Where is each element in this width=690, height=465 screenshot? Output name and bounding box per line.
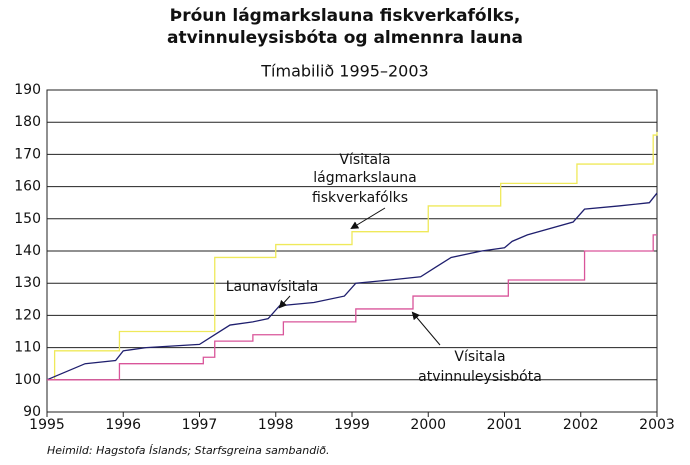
chart-title: Þróun lágmarkslauna fiskverkafólks, xyxy=(170,6,521,26)
chart-title: atvinnuleysisbóta og almennra launa xyxy=(167,28,523,48)
y-tick-label: 90 xyxy=(23,404,41,420)
y-tick-label: 100 xyxy=(14,372,41,388)
line xyxy=(47,234,657,381)
annotation: atvinnuleysisbóta xyxy=(418,369,542,385)
arrow xyxy=(278,295,291,309)
y-tick-label: 120 xyxy=(14,307,41,323)
x-tick-label: 2002 xyxy=(563,417,599,433)
y-tick-label: 190 xyxy=(14,82,41,98)
y-tick-label: 140 xyxy=(14,243,41,259)
y-tick-label: 170 xyxy=(14,146,41,162)
x-tick-label: 1996 xyxy=(105,417,141,433)
annotation: Vísitala xyxy=(339,152,390,168)
x-tick-label: 2001 xyxy=(487,417,523,433)
line xyxy=(47,131,658,381)
annotation: fiskverkafólks xyxy=(312,190,408,206)
y-tick-label: 150 xyxy=(14,211,41,227)
x-tick-label: 1997 xyxy=(182,417,218,433)
arrow xyxy=(350,207,386,230)
y-tick-label: 110 xyxy=(14,340,41,356)
y-tick-label: 160 xyxy=(14,179,41,195)
annotation: Launavísitala xyxy=(226,279,319,295)
source: Heimild: Hagstofa Íslands; Starfsgreina … xyxy=(47,444,330,457)
x-tick-label: 2003 xyxy=(639,417,675,433)
chart-subtitle: Tímabilið 1995–2003 xyxy=(260,62,428,81)
annotation: lágmarkslauna xyxy=(313,170,417,186)
y-tick-label: 130 xyxy=(14,275,41,291)
annotation: Vísitala xyxy=(454,349,505,365)
arrow xyxy=(411,311,441,346)
x-tick-label: 1999 xyxy=(334,417,370,433)
line xyxy=(46,192,658,381)
x-tick-label: 1995 xyxy=(29,417,65,433)
x-tick-label: 1998 xyxy=(258,417,294,433)
x-tick-label: 2000 xyxy=(410,417,446,433)
y-tick-label: 180 xyxy=(14,114,41,130)
